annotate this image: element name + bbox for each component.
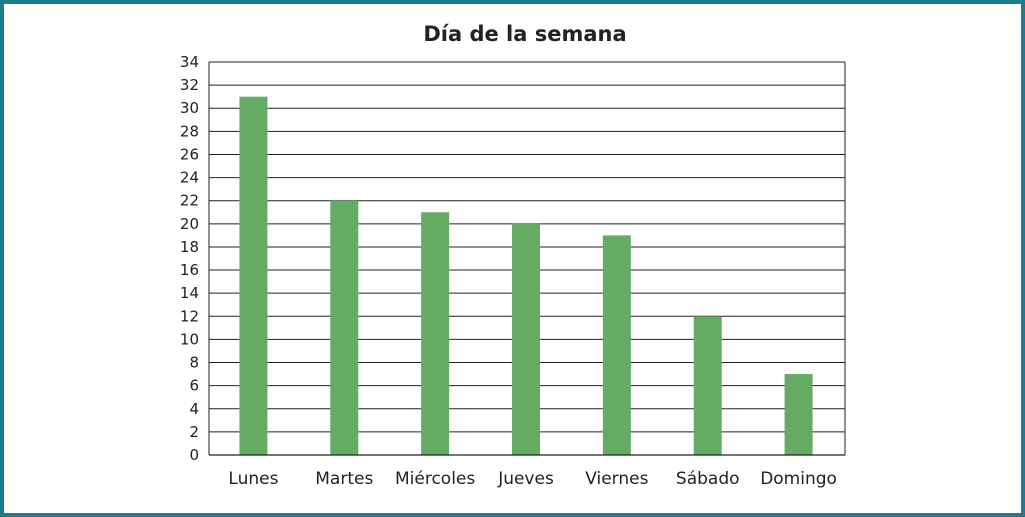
y-tick-label: 30 (180, 99, 199, 117)
bar (602, 235, 631, 455)
x-axis-categories: Lunes Martes Miércoles Jueves Viernes Sábado D… (228, 469, 837, 489)
x-category-label: Martes (315, 469, 373, 489)
x-category-label: Jueves (497, 469, 554, 489)
bar (421, 212, 450, 455)
y-tick-label: 26 (180, 145, 199, 163)
y-tick-label: 8 (189, 354, 199, 372)
y-tick-label: 34 (180, 53, 199, 71)
bar (784, 374, 813, 455)
x-category-label: Lunes (228, 469, 278, 489)
bar (330, 200, 359, 455)
x-category-label: Sábado (676, 469, 740, 489)
y-tick-label: 0 (189, 446, 199, 464)
y-tick-label: 4 (189, 400, 199, 418)
bar (239, 96, 268, 456)
y-tick-label: 22 (180, 192, 199, 210)
y-tick-label: 10 (180, 330, 199, 348)
axes (208, 62, 846, 456)
bar (512, 223, 540, 455)
y-tick-label: 32 (180, 76, 199, 94)
y-tick-label: 18 (180, 238, 199, 256)
x-category-label: Domingo (760, 469, 837, 489)
y-tick-label: 20 (180, 215, 199, 233)
y-tick-label: 6 (189, 377, 199, 395)
y-tick-label: 14 (180, 284, 199, 302)
bar (693, 316, 722, 455)
y-tick-label: 24 (180, 169, 199, 187)
x-category-label: Miércoles (395, 469, 475, 489)
y-tick-label: 2 (189, 423, 199, 441)
y-tick-label: 16 (180, 261, 199, 279)
x-category-label: Viernes (585, 469, 648, 489)
bars (239, 96, 813, 456)
y-tick-label: 12 (180, 307, 199, 325)
chart-title: Día de la semana (423, 22, 627, 46)
y-tick-label: 28 (180, 122, 199, 140)
